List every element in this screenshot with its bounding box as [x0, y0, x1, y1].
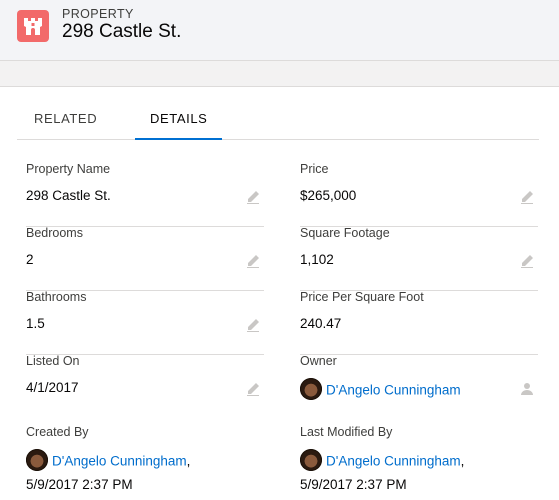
field-property-name: Property Name 298 Castle St.: [26, 162, 264, 227]
field-label: Last Modified By: [300, 425, 393, 439]
field-label: Bedrooms: [26, 226, 83, 240]
field-created-by: Created By D'Angelo Cunningham, 5/9/2017…: [26, 425, 264, 492]
field-price-per-square-foot: Price Per Square Foot 240.47: [300, 290, 538, 355]
field-bedrooms: Bedrooms 2: [26, 226, 264, 291]
tab-details[interactable]: DETAILS: [134, 111, 223, 140]
field-label: Created By: [26, 425, 89, 439]
field-value: D'Angelo Cunningham: [300, 378, 461, 402]
field-label: Listed On: [26, 354, 80, 368]
field-value: D'Angelo Cunningham,: [300, 449, 465, 473]
modified-timestamp: 5/9/2017 2:37 PM: [300, 477, 407, 492]
pencil-icon[interactable]: [520, 190, 534, 204]
field-value: 298 Castle St.: [26, 188, 111, 203]
object-type-label: PROPERTY: [62, 7, 134, 21]
avatar[interactable]: [26, 449, 48, 471]
field-value: D'Angelo Cunningham,: [26, 449, 191, 473]
field-label: Property Name: [26, 162, 111, 176]
pencil-icon[interactable]: [246, 254, 260, 268]
pencil-icon[interactable]: [246, 382, 260, 396]
field-last-modified-by: Last Modified By D'Angelo Cunningham, 5/…: [300, 425, 538, 492]
tab-related[interactable]: RELATED: [34, 111, 98, 126]
field-price: Price $265,000: [300, 162, 538, 227]
avatar[interactable]: [300, 378, 322, 400]
field-listed-on: Listed On 4/1/2017: [26, 354, 264, 418]
owner-user-link[interactable]: D'Angelo Cunningham: [326, 382, 461, 398]
field-owner: Owner D'Angelo Cunningham: [300, 354, 538, 418]
separator: ,: [460, 453, 465, 469]
field-value: 1,102: [300, 252, 334, 267]
field-value: 1.5: [26, 316, 45, 331]
castle-icon: [17, 10, 49, 42]
field-square-footage: Square Footage 1,102: [300, 226, 538, 291]
record-title: 298 Castle St.: [62, 21, 182, 42]
pencil-icon[interactable]: [246, 190, 260, 204]
field-value: 4/1/2017: [26, 380, 79, 395]
field-bathrooms: Bathrooms 1.5: [26, 290, 264, 355]
field-label: Square Footage: [300, 226, 390, 240]
created-by-user-link[interactable]: D'Angelo Cunningham: [52, 453, 187, 469]
details-card: RELATED DETAILS Property Name 298 Castle…: [0, 86, 559, 500]
field-label: Price Per Square Foot: [300, 290, 424, 304]
tab-bar: RELATED DETAILS: [17, 87, 539, 140]
field-value: 240.47: [300, 316, 342, 331]
pencil-icon[interactable]: [520, 254, 534, 268]
field-label: Bathrooms: [26, 290, 87, 304]
field-value: $265,000: [300, 188, 357, 203]
header-gap: [0, 61, 559, 86]
avatar[interactable]: [300, 449, 322, 471]
modified-by-user-link[interactable]: D'Angelo Cunningham: [326, 453, 461, 469]
record-header: PROPERTY 298 Castle St.: [0, 0, 559, 61]
pencil-icon[interactable]: [246, 318, 260, 332]
field-label: Price: [300, 162, 329, 176]
change-owner-icon[interactable]: [520, 382, 534, 396]
created-timestamp: 5/9/2017 2:37 PM: [26, 477, 133, 492]
field-value: 2: [26, 252, 34, 267]
separator: ,: [186, 453, 191, 469]
field-label: Owner: [300, 354, 337, 368]
